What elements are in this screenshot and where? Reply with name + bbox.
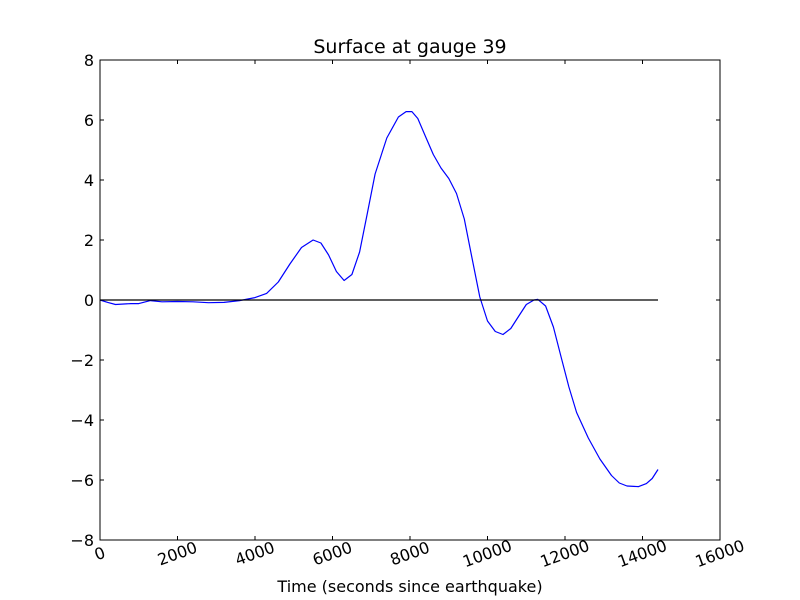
y-tick-label: 2 bbox=[84, 231, 94, 250]
y-tick-label: −4 bbox=[70, 411, 94, 430]
surface-series-line bbox=[99, 110, 659, 488]
y-tick-label: −8 bbox=[70, 531, 94, 550]
y-tick-label: 8 bbox=[84, 51, 94, 70]
series-layer bbox=[99, 110, 659, 488]
y-tick-label: 4 bbox=[84, 171, 94, 190]
y-tick-label: −6 bbox=[70, 471, 94, 490]
x-axis-label: Time (seconds since earthquake) bbox=[276, 577, 542, 596]
chart-title: Surface at gauge 39 bbox=[313, 36, 506, 58]
y-tick-label: 0 bbox=[84, 291, 94, 310]
y-tick-label: −2 bbox=[70, 351, 94, 370]
y-tick-label: 6 bbox=[84, 111, 94, 130]
